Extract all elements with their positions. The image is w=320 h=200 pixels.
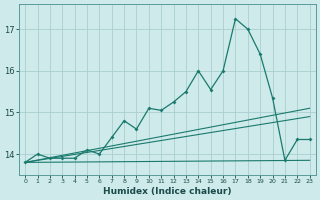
X-axis label: Humidex (Indice chaleur): Humidex (Indice chaleur) [103, 187, 232, 196]
